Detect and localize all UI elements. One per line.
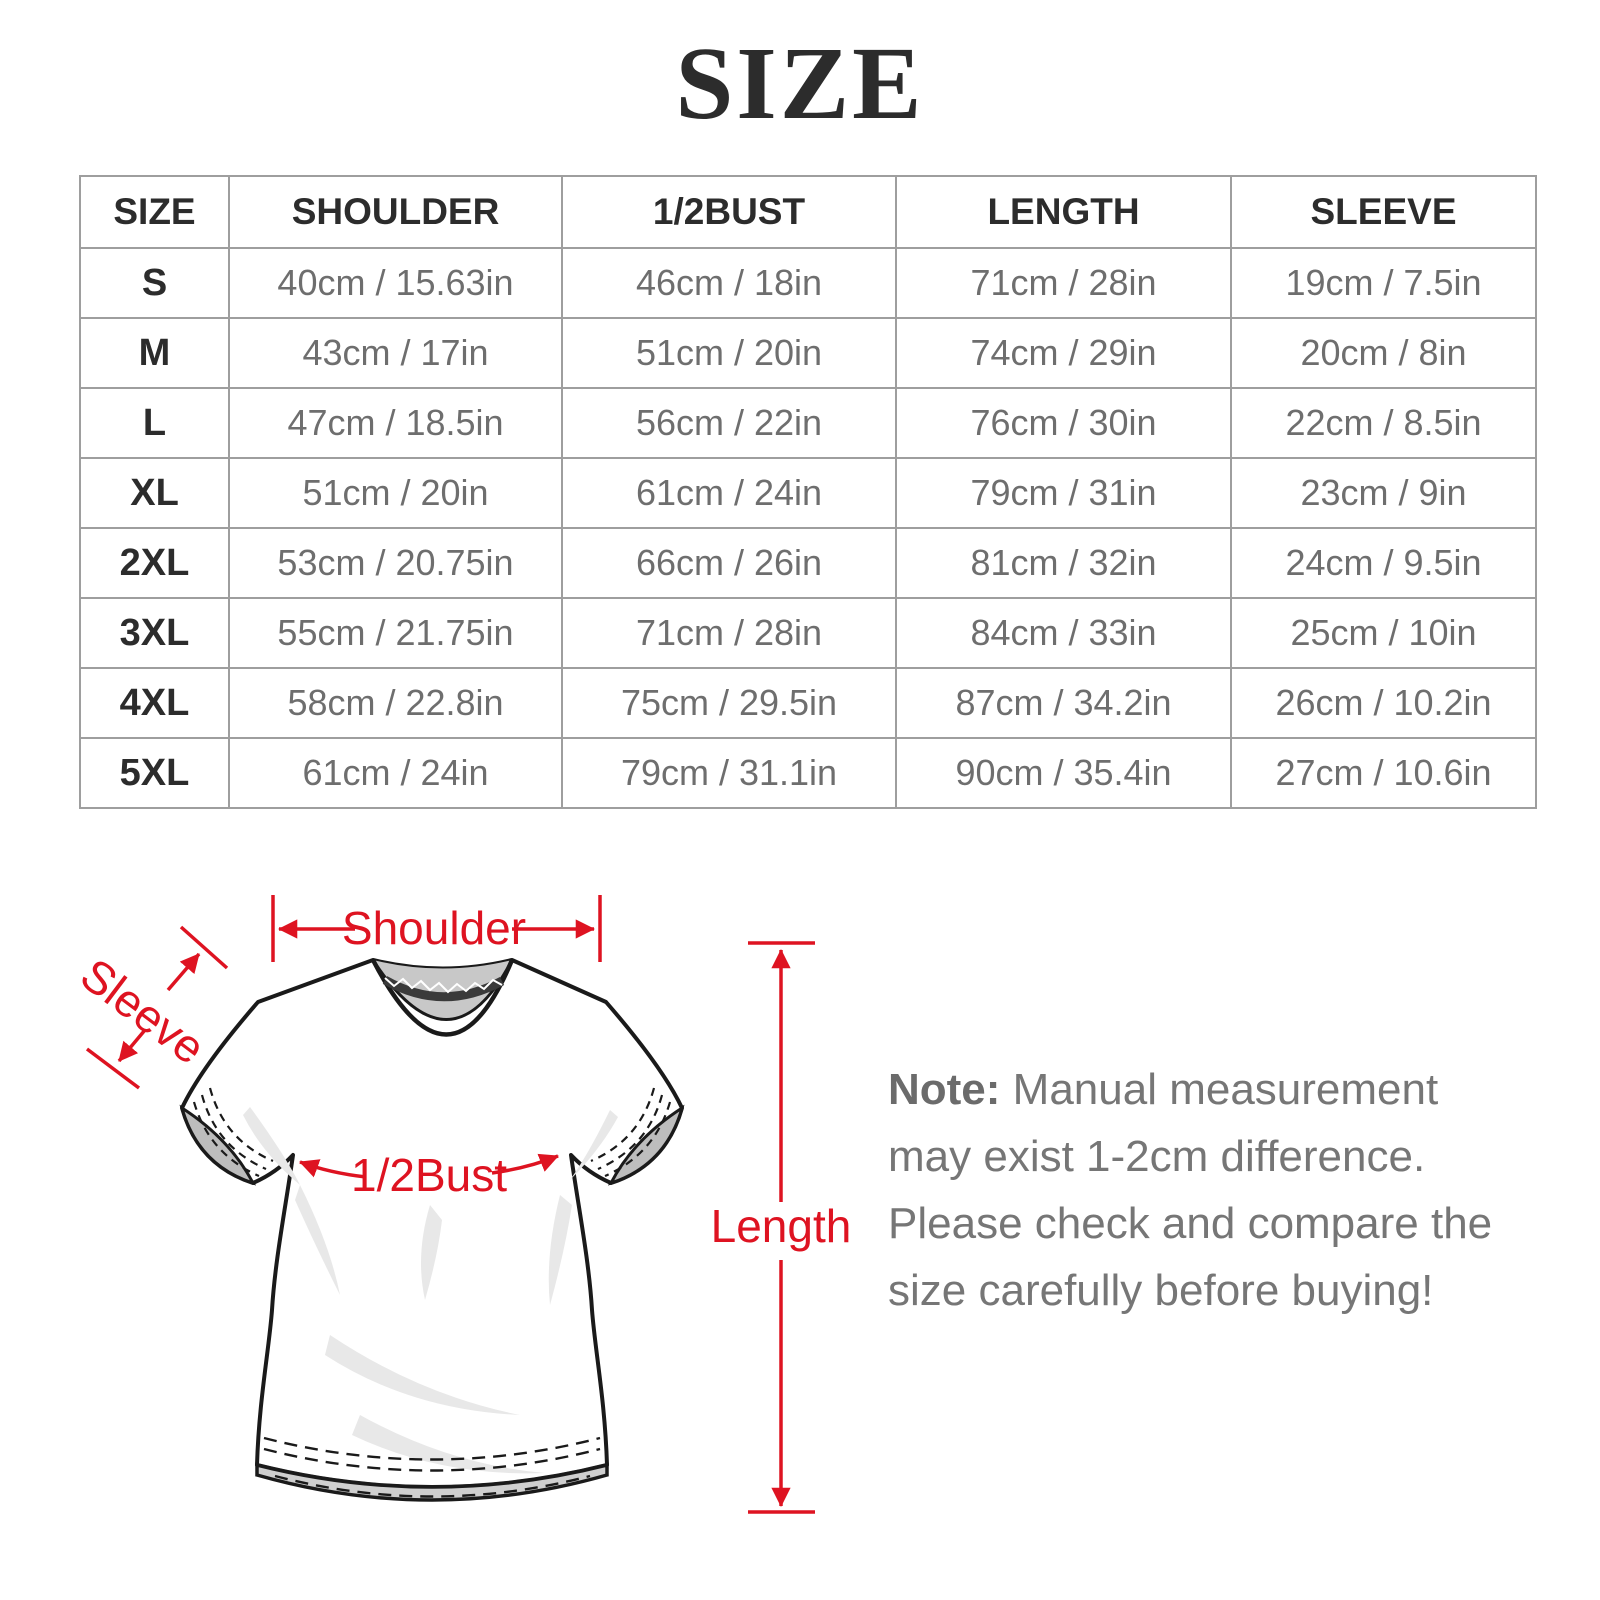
- cell-sleeve: 20cm / 8in: [1230, 317, 1537, 389]
- cell-shoulder: 47cm / 18.5in: [228, 387, 563, 459]
- cell-bust: 56cm / 22in: [561, 387, 897, 459]
- cell-length: 90cm / 35.4in: [895, 737, 1232, 809]
- cell-sleeve: 25cm / 10in: [1230, 597, 1537, 669]
- page-title: SIZE: [675, 26, 925, 141]
- header-size: SIZE: [79, 175, 230, 249]
- cell-length: 71cm / 28in: [895, 247, 1232, 319]
- cell-sleeve: 23cm / 9in: [1230, 457, 1537, 529]
- cell-sleeve: 26cm / 10.2in: [1230, 667, 1537, 739]
- cell-length: 74cm / 29in: [895, 317, 1232, 389]
- tshirt-illustration: [179, 958, 685, 1502]
- cell-size: 3XL: [79, 597, 230, 669]
- cell-length: 87cm / 34.2in: [895, 667, 1232, 739]
- cell-sleeve: 27cm / 10.6in: [1230, 737, 1537, 809]
- table-row: 3XL 55cm / 21.75in 71cm / 28in 84cm / 33…: [79, 597, 1537, 669]
- cell-shoulder: 53cm / 20.75in: [228, 527, 563, 599]
- measurement-note: Note: Manual measurement may exist 1-2cm…: [888, 1056, 1533, 1324]
- table-row: XL 51cm / 20in 61cm / 24in 79cm / 31in 2…: [79, 457, 1537, 529]
- cell-size: 5XL: [79, 737, 230, 809]
- header-shoulder: SHOULDER: [228, 175, 563, 249]
- cell-bust: 66cm / 26in: [561, 527, 897, 599]
- left-cuff: [179, 1087, 274, 1186]
- size-table: SIZE SHOULDER 1/2BUST LENGTH SLEEVE S 40…: [79, 175, 1537, 809]
- cell-size: XL: [79, 457, 230, 529]
- cell-size: S: [79, 247, 230, 319]
- table-row: 4XL 58cm / 22.8in 75cm / 29.5in 87cm / 3…: [79, 667, 1537, 739]
- cell-size: 4XL: [79, 667, 230, 739]
- header-bust: 1/2BUST: [561, 175, 897, 249]
- cell-size: 2XL: [79, 527, 230, 599]
- table-row: L 47cm / 18.5in 56cm / 22in 76cm / 30in …: [79, 387, 1537, 459]
- table-header-row: SIZE SHOULDER 1/2BUST LENGTH SLEEVE: [79, 175, 1537, 249]
- right-cuff: [590, 1087, 685, 1186]
- table-row: 2XL 53cm / 20.75in 66cm / 26in 81cm / 32…: [79, 527, 1537, 599]
- note-body: Manual measurement may exist 1-2cm diffe…: [888, 1065, 1493, 1315]
- cell-shoulder: 40cm / 15.63in: [228, 247, 563, 319]
- cell-shoulder: 51cm / 20in: [228, 457, 563, 529]
- table-row: 5XL 61cm / 24in 79cm / 31.1in 90cm / 35.…: [79, 737, 1537, 809]
- bust-measure: 1/2Bust: [299, 1149, 559, 1201]
- measurement-diagram: Shoulder Sleeve 1/2Bust Length: [71, 895, 852, 1514]
- cell-bust: 61cm / 24in: [561, 457, 897, 529]
- bust-label: 1/2Bust: [351, 1149, 507, 1201]
- cell-length: 81cm / 32in: [895, 527, 1232, 599]
- collar-zigzag-stitch: [384, 977, 503, 994]
- cell-sleeve: 22cm / 8.5in: [1230, 387, 1537, 459]
- cell-bust: 75cm / 29.5in: [561, 667, 897, 739]
- shoulder-measure: Shoulder: [271, 895, 602, 962]
- cell-shoulder: 43cm / 17in: [228, 317, 563, 389]
- cell-shoulder: 61cm / 24in: [228, 737, 563, 809]
- cell-sleeve: 24cm / 9.5in: [1230, 527, 1537, 599]
- note-prefix: Note:: [888, 1065, 1001, 1114]
- cell-sleeve: 19cm / 7.5in: [1230, 247, 1537, 319]
- cell-length: 79cm / 31in: [895, 457, 1232, 529]
- cell-size: L: [79, 387, 230, 459]
- shoulder-label: Shoulder: [342, 902, 526, 954]
- cell-length: 84cm / 33in: [895, 597, 1232, 669]
- header-sleeve: SLEEVE: [1230, 175, 1537, 249]
- sleeve-measure: Sleeve: [71, 925, 229, 1090]
- cell-bust: 71cm / 28in: [561, 597, 897, 669]
- header-length: LENGTH: [895, 175, 1232, 249]
- wrinkle-shading: [243, 1107, 618, 1474]
- cell-bust: 46cm / 18in: [561, 247, 897, 319]
- length-measure: Length: [711, 941, 852, 1514]
- length-label: Length: [711, 1200, 852, 1252]
- tshirt-collar: [371, 958, 515, 1037]
- cell-size: M: [79, 317, 230, 389]
- table-row: S 40cm / 15.63in 46cm / 18in 71cm / 28in…: [79, 247, 1537, 319]
- table-row: M 43cm / 17in 51cm / 20in 74cm / 29in 20…: [79, 317, 1537, 389]
- tshirt-hem: [255, 1436, 609, 1502]
- cell-shoulder: 55cm / 21.75in: [228, 597, 563, 669]
- cell-bust: 79cm / 31.1in: [561, 737, 897, 809]
- cell-bust: 51cm / 20in: [561, 317, 897, 389]
- cell-length: 76cm / 30in: [895, 387, 1232, 459]
- cell-shoulder: 58cm / 22.8in: [228, 667, 563, 739]
